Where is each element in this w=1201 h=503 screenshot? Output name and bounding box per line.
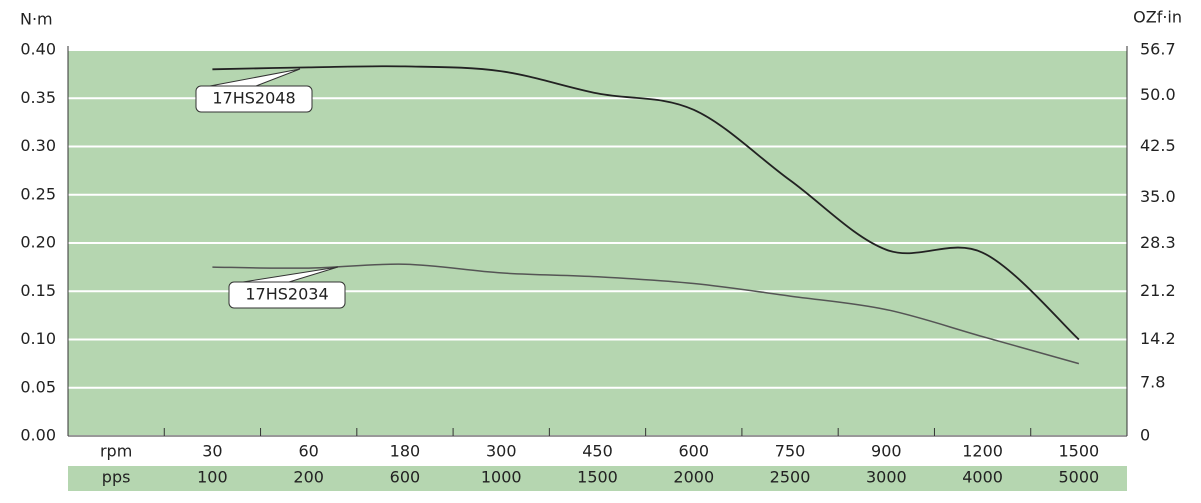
y-tick-label: 0.15 <box>20 281 56 300</box>
y-tick-label: 0.30 <box>20 136 56 155</box>
x-tick-label: 1200 <box>962 442 1003 461</box>
secondary-tick-label: 2000 <box>673 468 714 487</box>
y2-tick-label: 21.2 <box>1140 281 1176 300</box>
y-axis-label: N·m <box>20 10 53 29</box>
callout-box <box>228 281 346 309</box>
secondary-tick-label: 100 <box>197 468 228 487</box>
y-tick-label: 0.35 <box>20 88 56 107</box>
x-tick-label: 750 <box>775 442 806 461</box>
x-tick-label: 1500 <box>1059 442 1100 461</box>
x-tick-label: 600 <box>678 442 709 461</box>
y2-tick-label: 35.0 <box>1140 187 1176 206</box>
y2-tick-label: 50.0 <box>1140 85 1176 104</box>
y2-tick-label: 0 <box>1140 426 1150 445</box>
y2-tick-label: 56.7 <box>1140 40 1176 59</box>
category-row-label: rpm <box>100 442 132 461</box>
y-tick-label: 0.40 <box>20 40 56 59</box>
secondary-tick-label: 4000 <box>962 468 1003 487</box>
secondary-row-label: pps <box>102 468 131 487</box>
x-tick-label: 30 <box>202 442 222 461</box>
y-tick-label: 0.20 <box>20 233 56 252</box>
y2-tick-label: 14.2 <box>1140 329 1176 348</box>
legend-label: 17HS2034 <box>245 285 328 304</box>
secondary-tick-label: 2500 <box>770 468 811 487</box>
y-tick-label: 0.25 <box>20 184 56 203</box>
legend-label: 17HS2048 <box>212 89 295 108</box>
y2-tick-label: 42.5 <box>1140 136 1176 155</box>
series-line <box>212 65 1080 341</box>
secondary-tick-label: 200 <box>293 468 324 487</box>
y2-tick-label: 28.3 <box>1140 233 1176 252</box>
y2-tick-label: 7.8 <box>1140 372 1165 391</box>
x-tick-label: 450 <box>582 442 613 461</box>
pps-row-background <box>68 466 1127 491</box>
x-tick-label: 300 <box>486 442 517 461</box>
y-tick-label: 0.00 <box>20 426 56 445</box>
secondary-tick-label: 1000 <box>481 468 522 487</box>
y-tick-label: 0.05 <box>20 377 56 396</box>
secondary-tick-label: 600 <box>390 468 421 487</box>
secondary-tick-label: 3000 <box>866 468 907 487</box>
y2-axis-label: OZf·in <box>1133 8 1182 27</box>
series-line <box>212 263 1080 365</box>
secondary-tick-label: 5000 <box>1059 468 1100 487</box>
x-tick-label: 60 <box>299 442 319 461</box>
secondary-tick-label: 1500 <box>577 468 618 487</box>
x-tick-label: 900 <box>871 442 902 461</box>
callout-box <box>195 85 313 113</box>
x-tick-label: 180 <box>390 442 421 461</box>
y-tick-label: 0.10 <box>20 329 56 348</box>
